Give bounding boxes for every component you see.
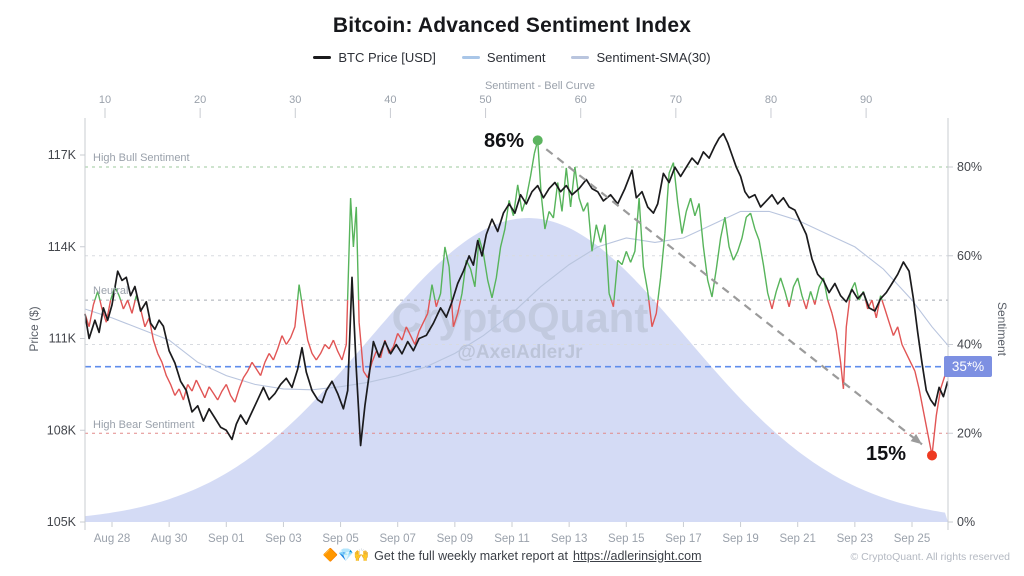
price-axis-tick-label: 105K	[47, 515, 77, 529]
date-axis-tick-label: Aug 28	[94, 533, 130, 545]
bell-curve-layer	[85, 218, 948, 522]
axes-layer: 10 20 30 40 50 60 70 80 90 105K 108K 111K 114K 117K 0%…	[47, 94, 982, 545]
price-axis-tick-label: 111K	[49, 332, 77, 346]
peak-sentiment-annotation: 86%	[483, 130, 524, 152]
date-axis-tick-label: Sep 23	[837, 533, 873, 545]
top-axis-tick-label: 80	[765, 94, 777, 106]
date-axis-tick-label: Aug 30	[151, 533, 187, 545]
btc-price-line	[84, 132, 949, 447]
sentiment-axis-tick-label: 80%	[957, 160, 982, 174]
top-axis-tick-label: 50	[479, 94, 491, 106]
top-axis-title: Sentiment - Bell Curve	[484, 80, 596, 92]
sentiment-line-bullish	[94, 140, 883, 301]
price-axis-tick-label: 117K	[48, 148, 77, 162]
btc-price-swatch-icon	[313, 56, 332, 59]
threshold-lines-layer	[85, 166, 948, 434]
current-sentiment-badge: 35*%	[944, 356, 992, 377]
trough-sentiment-dot	[926, 450, 937, 461]
trend-arrow-line	[545, 148, 923, 446]
date-axis-tick-label: Sep 13	[551, 533, 587, 545]
neutral-threshold-label: Neutral	[93, 285, 129, 297]
top-axis-tick-label: 60	[575, 94, 587, 106]
sentiment-sma-swatch-icon	[571, 56, 590, 59]
legend-label: Sentiment-SMA(30)	[596, 50, 711, 65]
legend-label: BTC Price [USD]	[338, 50, 436, 65]
date-axis-tick-label: Sep 03	[265, 533, 301, 545]
top-axis-tick-label: 70	[670, 94, 682, 106]
watermark-author-handle: @AxelAdlerJr	[457, 342, 583, 363]
date-axis-tick-label: Sep 09	[437, 533, 473, 545]
sentiment-sma-line	[84, 210, 950, 391]
legend-item-sentiment-sma[interactable]: Sentiment-SMA(30)	[571, 50, 711, 65]
date-axis-tick-label: Sep 25	[894, 533, 930, 545]
footer-emoji-icon: 🔶💎🙌	[322, 548, 370, 562]
footer-banner: 🔶💎🙌 Get the full weekly market report at…	[0, 548, 1024, 563]
sentiment-axis-tick-label: 60%	[957, 249, 982, 263]
legend-item-btc-price[interactable]: BTC Price [USD]	[313, 50, 436, 65]
sentiment-swatch-icon	[461, 56, 480, 59]
high-bear-threshold-label: High Bear Sentiment	[93, 419, 195, 431]
price-axis-tick-label: 108K	[47, 423, 77, 437]
annotation-layer	[532, 135, 937, 461]
trough-sentiment-annotation: 15%	[865, 443, 906, 465]
footer-text: Get the full weekly market report at	[374, 548, 568, 563]
page-title: Bitcoin: Advanced Sentiment Index	[332, 14, 692, 37]
top-axis-tick-label: 90	[860, 94, 872, 106]
price-axis-tick-label: 114K	[48, 240, 77, 254]
date-axis-tick-label: Sep 21	[779, 533, 815, 545]
date-axis-tick-label: Sep 19	[722, 533, 758, 545]
date-axis-tick-label: Sep 05	[322, 533, 358, 545]
watermark-cryptoquant: CryptoQuant	[392, 294, 649, 341]
legend-label: Sentiment	[486, 50, 546, 65]
sentiment-axis-tick-label: 40%	[957, 338, 982, 352]
report-link[interactable]: https://adlerinsight.com	[573, 548, 702, 563]
date-axis-tick-label: Sep 15	[608, 533, 644, 545]
copyright-notice: © CryptoQuant. All rights reserved	[850, 551, 1010, 563]
series-layer	[84, 132, 950, 456]
sentiment-axis-tick-label: 0%	[957, 515, 975, 529]
trend-arrow-head-icon	[910, 434, 922, 445]
high-bull-threshold-label: High Bull Sentiment	[93, 152, 190, 164]
chart-legend: BTC Price [USD] Sentiment Sentiment-SMA(…	[0, 50, 1024, 65]
bell-curve	[85, 218, 948, 522]
top-axis-tick-label: 40	[384, 94, 396, 106]
date-axis-tick-label: Sep 17	[665, 533, 701, 545]
date-axis-tick-label: Sep 07	[379, 533, 415, 545]
legend-item-sentiment[interactable]: Sentiment	[461, 50, 546, 65]
peak-sentiment-dot	[532, 135, 543, 146]
sentiment-axis-tick-label: 20%	[957, 426, 982, 440]
date-axis-tick-label: Sep 11	[494, 533, 530, 545]
top-axis-tick-label: 20	[194, 94, 206, 106]
top-axis-tick-label: 10	[99, 94, 111, 106]
date-axis-tick-label: Sep 01	[208, 533, 244, 545]
top-axis-tick-label: 30	[289, 94, 301, 106]
